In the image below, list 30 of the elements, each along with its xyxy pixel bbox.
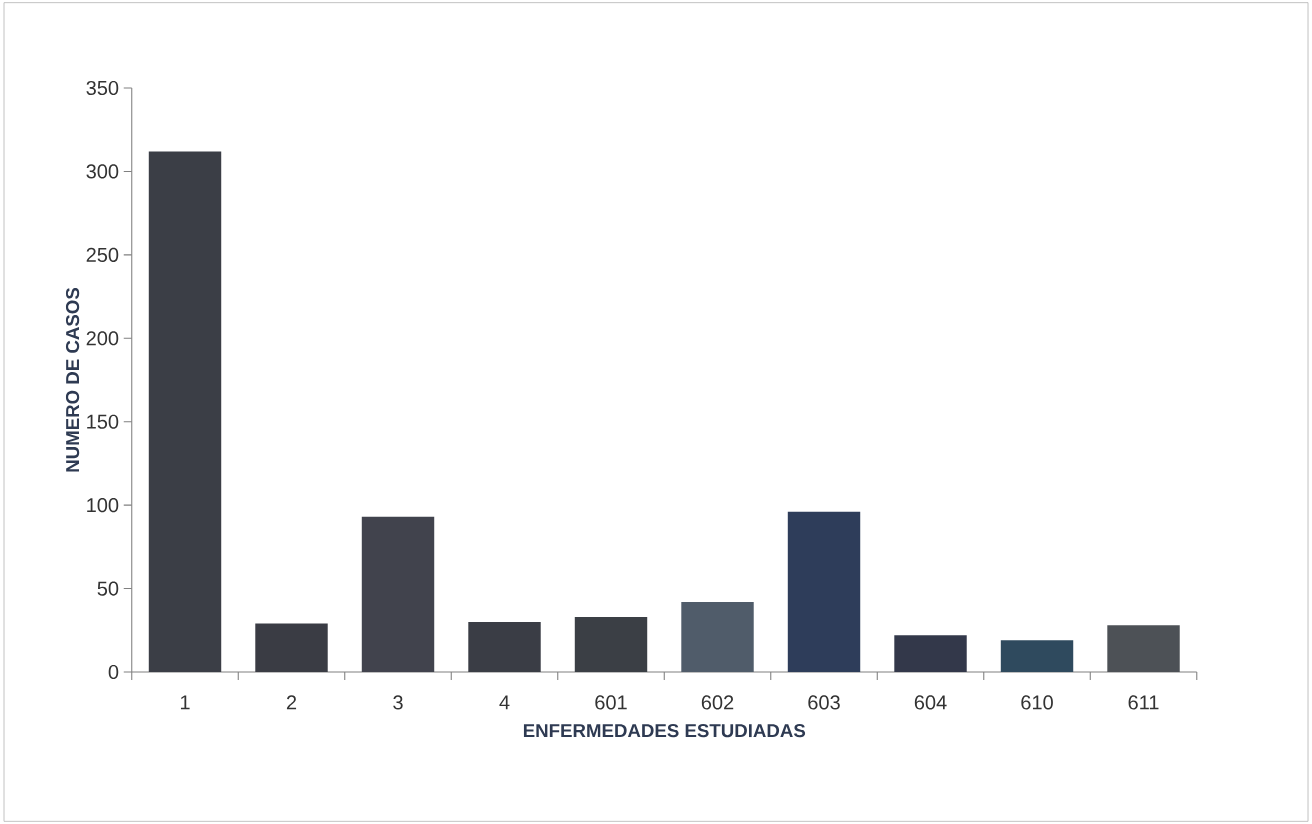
bar <box>574 616 648 672</box>
bar <box>1107 625 1180 672</box>
x-tick-label: 2 <box>286 695 297 710</box>
x-tick-label: 603 <box>808 695 840 710</box>
bar <box>787 511 861 672</box>
x-tick-label: 1 <box>180 695 190 710</box>
x-tick-label: 604 <box>914 695 947 710</box>
bar <box>468 621 541 672</box>
y-tick-label: 250 <box>86 247 119 262</box>
x-tick-label: 602 <box>701 695 734 710</box>
bar <box>255 623 328 672</box>
bar <box>681 601 754 672</box>
bar <box>894 635 967 672</box>
x-tick-label: 610 <box>1021 695 1053 710</box>
bar <box>361 516 435 672</box>
x-tick-label: 611 <box>1128 695 1159 710</box>
y-tick-label: 350 <box>86 80 119 96</box>
y-tick-label: 150 <box>87 414 119 429</box>
y-tick-label: 200 <box>86 331 119 346</box>
x-tick-label: 3 <box>393 695 403 710</box>
bar <box>148 151 222 672</box>
y-tick-label: 50 <box>97 581 119 596</box>
y-tick-label: 300 <box>86 164 119 179</box>
x-axis-title: ENFERMEDADES ESTUDIADAS <box>523 724 806 738</box>
y-axis-title: NUMERO DE CASOS <box>65 287 80 472</box>
bar <box>1000 640 1074 672</box>
x-tick-label: 4 <box>499 695 510 710</box>
y-tick-label: 0 <box>108 664 119 680</box>
x-tick-label: 601 <box>595 695 627 710</box>
y-tick-label: 100 <box>87 498 119 513</box>
